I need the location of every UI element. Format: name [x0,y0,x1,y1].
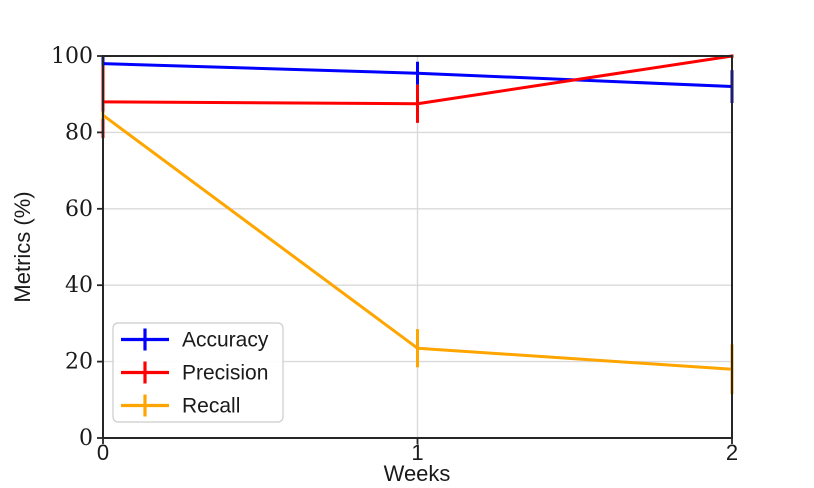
y-tick-label-20: 20 [65,350,93,375]
y-tick-label-100: 100 [51,44,93,69]
y-tick-label-0: 0 [79,426,93,451]
legend-label-accuracy: Accuracy [182,329,269,352]
legend: Accuracy Precision Recall [112,322,284,423]
y-tick-label-40: 40 [65,273,93,298]
x-tick-label-2: 2 [726,440,738,465]
axes-layer [97,55,733,444]
legend-item-recall: Recall [121,394,240,418]
y-tick-label-60: 60 [65,197,93,222]
x-tick-label-0: 0 [97,440,109,465]
legend-item-accuracy: Accuracy [121,328,269,352]
accuracy-line [102,62,733,89]
legend-label-precision: Precision [182,362,268,385]
x-axis-label: Weeks [384,461,451,486]
tick-labels-layer: 0 20 40 60 80 100 0 1 2 [51,44,738,465]
recall-line [102,114,733,371]
legend-item-precision: Precision [121,361,268,385]
x-tick-label-1: 1 [411,440,423,465]
y-tick-label-80: 80 [65,120,93,145]
legend-label-recall: Recall [182,395,240,418]
precision-line [102,54,733,106]
legend-box [112,322,284,423]
y-axis-label: Metrics (%) [10,191,35,302]
